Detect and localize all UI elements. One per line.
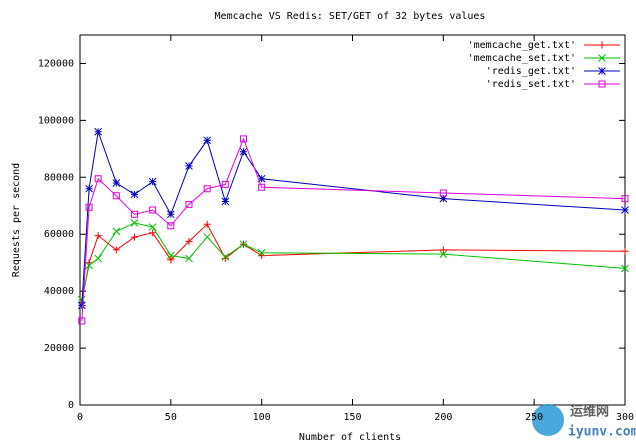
point-marker [621,247,629,255]
point-marker [112,192,120,200]
point-marker [439,250,448,259]
point-marker [221,253,230,261]
y-tick-label: 0 [68,400,74,411]
point-marker [149,229,157,237]
series [78,135,629,325]
point-marker [240,135,247,143]
point-marker [148,177,157,186]
legend-label: 'redis_set.txt' [486,79,576,90]
y-tick-label: 80000 [44,172,74,183]
point-marker [221,197,230,206]
legend-marker [598,67,606,75]
point-marker [94,127,103,136]
x-tick-label: 0 [77,412,83,423]
series [77,218,629,304]
y-tick-label: 60000 [44,229,74,240]
point-marker [257,174,266,183]
point-marker [166,210,175,219]
point-marker [203,185,211,193]
point-marker [131,210,138,218]
x-tick-label: 300 [616,412,634,423]
point-marker [78,317,86,325]
x-tick-label: 50 [165,412,177,423]
point-marker [130,218,139,227]
point-marker [203,220,211,228]
y-tick-label: 20000 [44,343,74,354]
legend-marker [598,41,606,49]
point-marker [621,195,629,203]
x-tick-label: 250 [525,412,543,423]
x-tick-label: 100 [253,412,271,423]
point-marker [257,248,266,257]
point-marker [85,184,93,193]
point-marker [239,147,248,156]
x-axis-label: Number of clients [299,432,401,443]
watermark-name: 运维网 [570,404,609,420]
plot-frame [79,34,626,406]
point-marker [203,233,212,241]
point-marker [112,227,121,236]
legend-marker [598,54,606,62]
series-line [81,223,626,303]
point-marker [439,194,448,203]
point-marker [621,206,629,214]
point-marker [221,254,229,262]
point-marker [112,179,121,187]
point-marker [167,222,175,230]
point-marker [185,254,193,263]
y-tick-label: 100000 [38,115,74,126]
legend-label: 'redis_get.txt' [486,66,576,77]
series-line [81,131,626,306]
point-marker [77,301,86,310]
point-marker [166,251,175,260]
point-marker [258,183,266,191]
watermark-url: iyunv.com [568,425,636,440]
point-marker [185,237,193,245]
series [78,220,629,307]
chart-title: Memcache VS Redis: SET/GET of 32 bytes v… [215,11,486,22]
point-marker [439,189,447,197]
point-marker [167,256,175,264]
point-marker [94,175,102,183]
point-marker [112,246,120,254]
y-tick-label: 40000 [44,286,74,297]
point-marker [185,200,193,208]
point-marker [85,261,93,270]
point-marker [85,203,93,211]
point-marker [149,206,157,214]
series-line [81,222,626,300]
watermark-logo [532,404,564,436]
point-marker [131,233,138,241]
point-marker [185,162,193,170]
y-axis-label: Requests per second [11,163,22,277]
point-marker [203,136,212,145]
x-tick-label: 200 [434,412,452,423]
point-marker [221,180,229,188]
point-marker [130,190,139,199]
watermark: 运维网 iyunv.com [532,404,636,440]
legend-label: 'memcache_set.txt' [468,53,576,64]
point-marker [94,254,103,263]
legend-marker [598,80,606,88]
point-marker [621,264,629,273]
series [77,127,629,310]
point-marker [239,240,248,249]
legend-label: 'memcache_get.txt' [468,40,576,51]
point-marker [439,246,447,254]
point-marker [94,232,102,240]
y-tick-label: 120000 [38,58,74,69]
series-line [81,137,626,322]
x-tick-label: 150 [343,412,361,423]
point-marker [148,223,157,231]
